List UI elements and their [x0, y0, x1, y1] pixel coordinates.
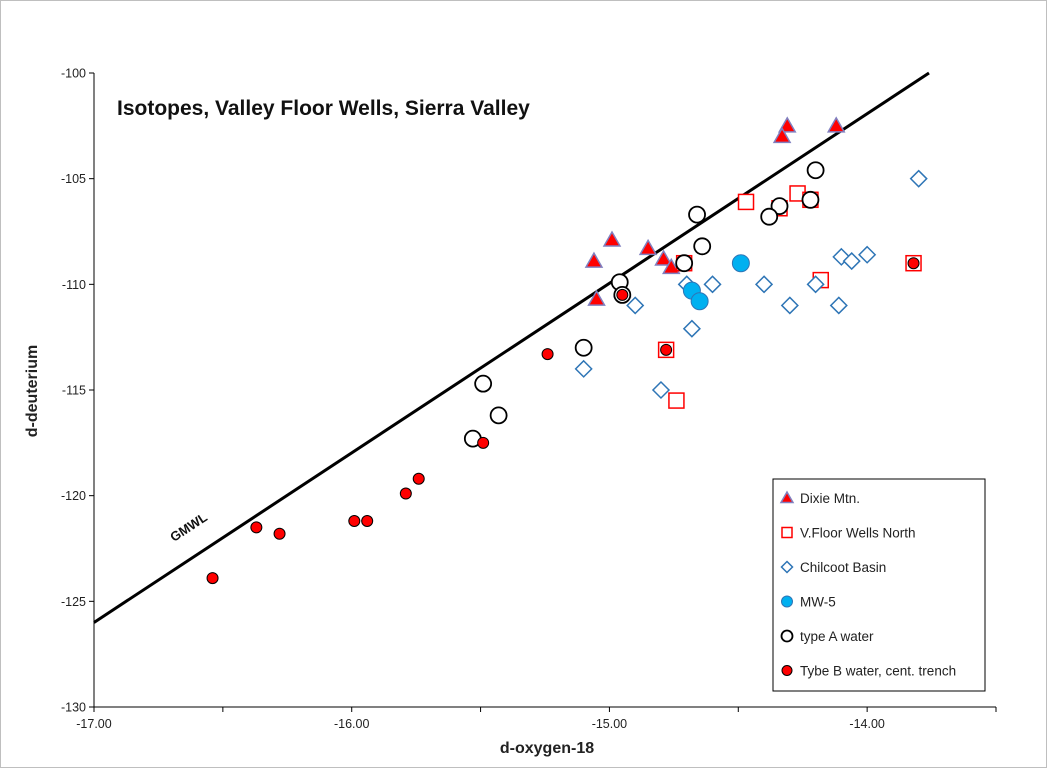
- legend: Dixie Mtn. V.Floor Wells North Chilcoot Ba…: [772, 478, 986, 692]
- data-point: [806, 161, 825, 180]
- data-point: [737, 193, 755, 211]
- data-point: [668, 392, 685, 409]
- data-point: [661, 257, 681, 275]
- legend-label: Dixie Mtn.: [800, 491, 860, 506]
- data-point: [638, 238, 658, 256]
- data-point: [361, 515, 374, 528]
- data-point: [574, 359, 593, 378]
- y-tick-label: -120: [61, 489, 86, 503]
- legend-marker: [781, 526, 793, 539]
- legend-item: V.Floor Wells North: [781, 526, 916, 541]
- series-circle-filled: [682, 254, 750, 311]
- data-point: [772, 126, 792, 144]
- series-diamond: [574, 169, 928, 400]
- legend-label: Chilcoot Basin: [800, 560, 886, 575]
- legend-label: MW-5: [800, 595, 836, 610]
- data-point: [829, 296, 848, 315]
- data-point: [348, 515, 361, 528]
- legend-item: type A water: [780, 629, 874, 644]
- data-point: [412, 472, 425, 485]
- legend-label: type A water: [800, 629, 874, 644]
- legend-item: Dixie Mtn.: [779, 490, 860, 506]
- data-point: [690, 292, 709, 311]
- data-point: [651, 380, 671, 400]
- y-tick-label: -100: [61, 67, 86, 81]
- data-point: [660, 343, 673, 356]
- legend-label: Tybe B water, cent. trench: [800, 664, 956, 679]
- data-point: [806, 275, 825, 294]
- legend-marker: [780, 629, 794, 643]
- gmwl-label: GMWL: [167, 509, 210, 544]
- data-point: [654, 249, 673, 266]
- data-point: [273, 527, 286, 540]
- data-point: [731, 254, 750, 273]
- series-circle-dot: [206, 257, 920, 585]
- legend-item: Tybe B water, cent. trench: [781, 664, 956, 679]
- gmwl-reference-line: [93, 71, 930, 624]
- data-point: [826, 116, 846, 133]
- chart-title: Isotopes, Valley Floor Wells, Sierra Val…: [117, 97, 530, 120]
- data-point: [399, 487, 412, 500]
- data-point: [474, 374, 493, 393]
- y-axis-title: d-deuterium: [24, 345, 41, 437]
- data-point: [754, 275, 774, 294]
- data-point: [616, 288, 629, 301]
- data-point: [693, 237, 712, 256]
- legend-marker: [779, 490, 795, 504]
- data-point: [541, 348, 554, 361]
- legend-marker: [780, 560, 794, 574]
- y-tick-label: -125: [61, 595, 86, 609]
- series-triangle: [584, 116, 846, 306]
- x-tick-label: -14.00: [849, 717, 884, 731]
- legend-label: V.Floor Wells North: [800, 526, 916, 541]
- data-point: [584, 251, 604, 268]
- y-tick-label: -110: [62, 278, 86, 292]
- data-point: [780, 296, 799, 315]
- data-point: [801, 190, 820, 209]
- data-point: [760, 207, 779, 226]
- data-point: [250, 521, 263, 534]
- data-point: [842, 252, 861, 271]
- data-point: [858, 245, 877, 264]
- data-point: [206, 572, 219, 585]
- x-tick-label: -17.00: [76, 717, 111, 731]
- data-point: [777, 116, 797, 133]
- data-point: [682, 319, 701, 338]
- legend-marker: [781, 665, 793, 676]
- data-point: [602, 230, 622, 247]
- legend-marker: [781, 595, 793, 608]
- legend-item: Chilcoot Basin: [780, 560, 886, 575]
- y-tick-label: -115: [62, 384, 86, 398]
- x-axis-ticks: -17.00 -16.00 -15.00 -14.00: [76, 707, 997, 731]
- x-axis-title: d-oxygen-18: [500, 740, 594, 757]
- y-axis-ticks: -100 -105 -110 -115 -120 -125 -130: [61, 67, 94, 715]
- y-tick-label: -130: [61, 701, 86, 715]
- data-point: [907, 257, 920, 270]
- y-tick-label: -105: [61, 172, 86, 186]
- legend-item: MW-5: [781, 595, 836, 610]
- data-point: [688, 205, 706, 224]
- data-point: [587, 289, 606, 306]
- data-point: [770, 197, 789, 216]
- legend-box: [772, 478, 986, 692]
- data-point: [489, 406, 508, 425]
- data-point: [574, 338, 593, 357]
- data-point: [626, 296, 645, 315]
- data-point: [703, 275, 722, 294]
- data-point: [477, 436, 490, 449]
- series-circle-open: [463, 161, 825, 448]
- data-point: [909, 169, 928, 188]
- data-point: [675, 254, 694, 273]
- x-tick-label: -16.00: [334, 717, 369, 731]
- data-markers: [206, 116, 928, 585]
- x-tick-label: -15.00: [592, 717, 627, 731]
